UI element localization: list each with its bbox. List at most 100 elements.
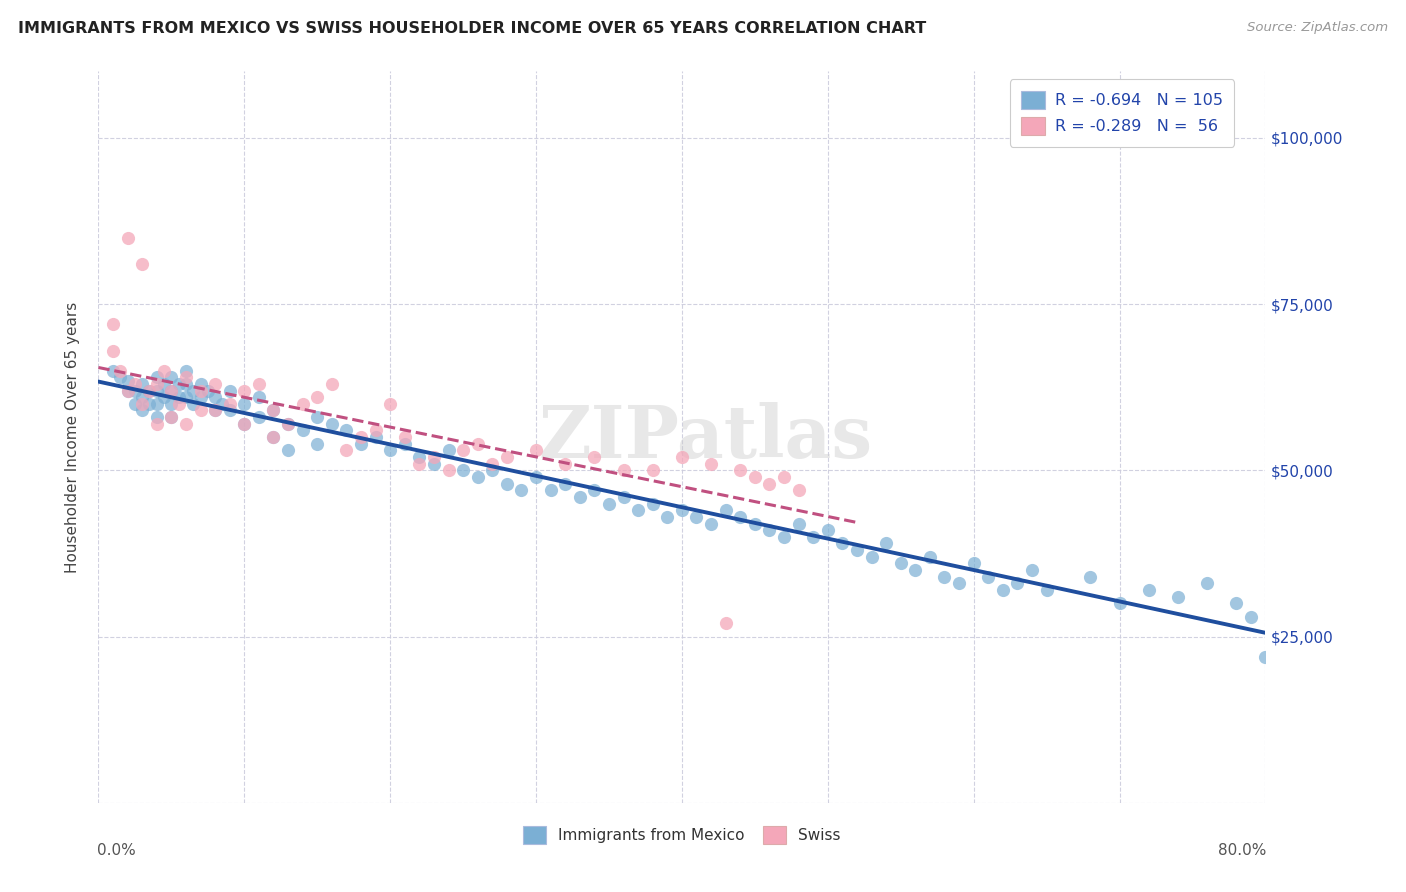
- Point: [846, 543, 869, 558]
- Point: [568, 490, 591, 504]
- Point: [204, 376, 226, 391]
- Point: [138, 384, 160, 398]
- Point: [758, 523, 780, 537]
- Point: [211, 397, 233, 411]
- Point: [117, 384, 139, 398]
- Point: [307, 436, 329, 450]
- Point: [934, 570, 956, 584]
- Point: [233, 397, 256, 411]
- Point: [657, 509, 679, 524]
- Point: [160, 410, 183, 425]
- Point: [167, 390, 190, 404]
- Point: [218, 384, 240, 398]
- Point: [124, 397, 146, 411]
- Point: [247, 376, 270, 391]
- Point: [496, 450, 519, 464]
- Point: [787, 483, 810, 498]
- Point: [335, 424, 357, 438]
- Point: [190, 384, 212, 398]
- Point: [1035, 582, 1057, 597]
- Point: [773, 470, 796, 484]
- Point: [787, 516, 810, 531]
- Point: [714, 503, 737, 517]
- Point: [350, 430, 373, 444]
- Point: [641, 463, 664, 477]
- Point: [131, 403, 153, 417]
- Point: [875, 536, 897, 550]
- Text: 0.0%: 0.0%: [97, 843, 136, 858]
- Point: [1195, 576, 1218, 591]
- Point: [350, 436, 373, 450]
- Point: [583, 483, 606, 498]
- Point: [124, 384, 146, 398]
- Point: [247, 410, 270, 425]
- Point: [146, 397, 169, 411]
- Point: [204, 403, 226, 417]
- Point: [423, 450, 446, 464]
- Point: [277, 417, 299, 431]
- Point: [744, 470, 766, 484]
- Point: [408, 450, 430, 464]
- Y-axis label: Householder Income Over 65 years: Householder Income Over 65 years: [65, 301, 80, 573]
- Point: [671, 503, 693, 517]
- Point: [101, 343, 124, 358]
- Point: [583, 450, 606, 464]
- Point: [307, 390, 329, 404]
- Point: [277, 417, 299, 431]
- Point: [554, 476, 576, 491]
- Point: [685, 509, 707, 524]
- Point: [627, 503, 650, 517]
- Point: [190, 390, 212, 404]
- Point: [524, 470, 547, 484]
- Point: [160, 410, 183, 425]
- Text: ZIPatlas: ZIPatlas: [538, 401, 872, 473]
- Point: [962, 557, 984, 571]
- Point: [817, 523, 839, 537]
- Point: [174, 376, 197, 391]
- Point: [364, 430, 387, 444]
- Point: [481, 457, 503, 471]
- Point: [408, 457, 430, 471]
- Point: [540, 483, 562, 498]
- Point: [153, 376, 176, 391]
- Point: [131, 257, 153, 271]
- Point: [612, 490, 634, 504]
- Point: [321, 376, 343, 391]
- Point: [174, 363, 197, 377]
- Point: [948, 576, 970, 591]
- Point: [124, 376, 146, 391]
- Point: [131, 376, 153, 391]
- Point: [671, 450, 693, 464]
- Point: [138, 397, 160, 411]
- Point: [612, 463, 634, 477]
- Point: [160, 384, 183, 398]
- Point: [394, 436, 416, 450]
- Point: [233, 384, 256, 398]
- Point: [977, 570, 1000, 584]
- Point: [773, 530, 796, 544]
- Point: [197, 384, 219, 398]
- Point: [524, 443, 547, 458]
- Point: [181, 384, 204, 398]
- Point: [1167, 590, 1189, 604]
- Point: [204, 390, 226, 404]
- Point: [700, 516, 723, 531]
- Point: [380, 397, 402, 411]
- Point: [233, 417, 256, 431]
- Point: [554, 457, 576, 471]
- Point: [146, 376, 169, 391]
- Point: [146, 384, 169, 398]
- Point: [380, 443, 402, 458]
- Point: [714, 616, 737, 631]
- Point: [174, 417, 197, 431]
- Point: [364, 424, 387, 438]
- Point: [117, 374, 139, 388]
- Legend: Immigrants from Mexico, Swiss: Immigrants from Mexico, Swiss: [517, 820, 846, 850]
- Point: [181, 397, 204, 411]
- Point: [247, 390, 270, 404]
- Point: [321, 417, 343, 431]
- Point: [730, 463, 752, 477]
- Point: [262, 403, 284, 417]
- Point: [451, 443, 474, 458]
- Point: [218, 397, 240, 411]
